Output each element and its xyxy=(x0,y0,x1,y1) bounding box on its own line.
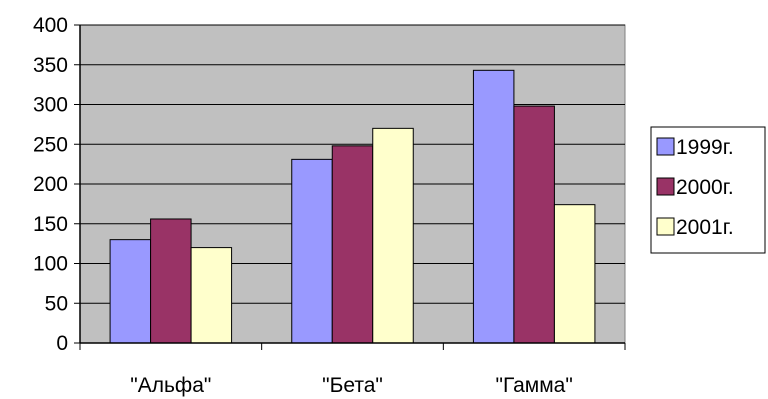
y-tick-label: 50 xyxy=(45,292,68,315)
legend-label: 2000г. xyxy=(676,176,734,199)
y-tick-label: 350 xyxy=(33,54,68,77)
y-tick-label: 150 xyxy=(33,213,68,236)
bar-3-1 xyxy=(190,247,233,344)
y-tick-labels: 0 50 100 150 200 250 300 350 400 xyxy=(33,14,68,355)
x-tick-label: "Гамма" xyxy=(495,374,572,397)
bar-1-2 xyxy=(291,158,333,344)
axes xyxy=(74,24,626,350)
y-tick-label: 250 xyxy=(33,133,68,156)
bar-3-3 xyxy=(553,204,596,344)
bar-2-1 xyxy=(150,218,192,344)
legend-label: 2001г. xyxy=(676,216,734,239)
legend-swatch xyxy=(656,137,675,156)
bars xyxy=(109,69,596,344)
legend-swatch xyxy=(656,177,675,196)
y-tick-label: 100 xyxy=(33,253,68,276)
bar-1-3 xyxy=(472,69,515,344)
legend-swatch xyxy=(656,217,675,236)
x-tick-label: "Альфа" xyxy=(130,374,211,397)
legend-label: 1999г. xyxy=(676,136,734,159)
legend: 1999г. 2000г. 2001г. xyxy=(650,126,766,254)
y-tick-label: 0 xyxy=(56,332,68,355)
bar-1-1 xyxy=(109,239,152,344)
x-tick-labels: "Альфа" "Бета" "Гамма" xyxy=(130,374,573,397)
y-tick-label: 400 xyxy=(33,14,68,37)
x-tick-label: "Бета" xyxy=(322,374,383,397)
y-tick-label: 300 xyxy=(33,94,68,117)
bar-2-2 xyxy=(331,145,374,344)
y-tick-label: 200 xyxy=(33,173,68,196)
bar-3-2 xyxy=(372,127,414,344)
bar-2-3 xyxy=(513,105,555,344)
